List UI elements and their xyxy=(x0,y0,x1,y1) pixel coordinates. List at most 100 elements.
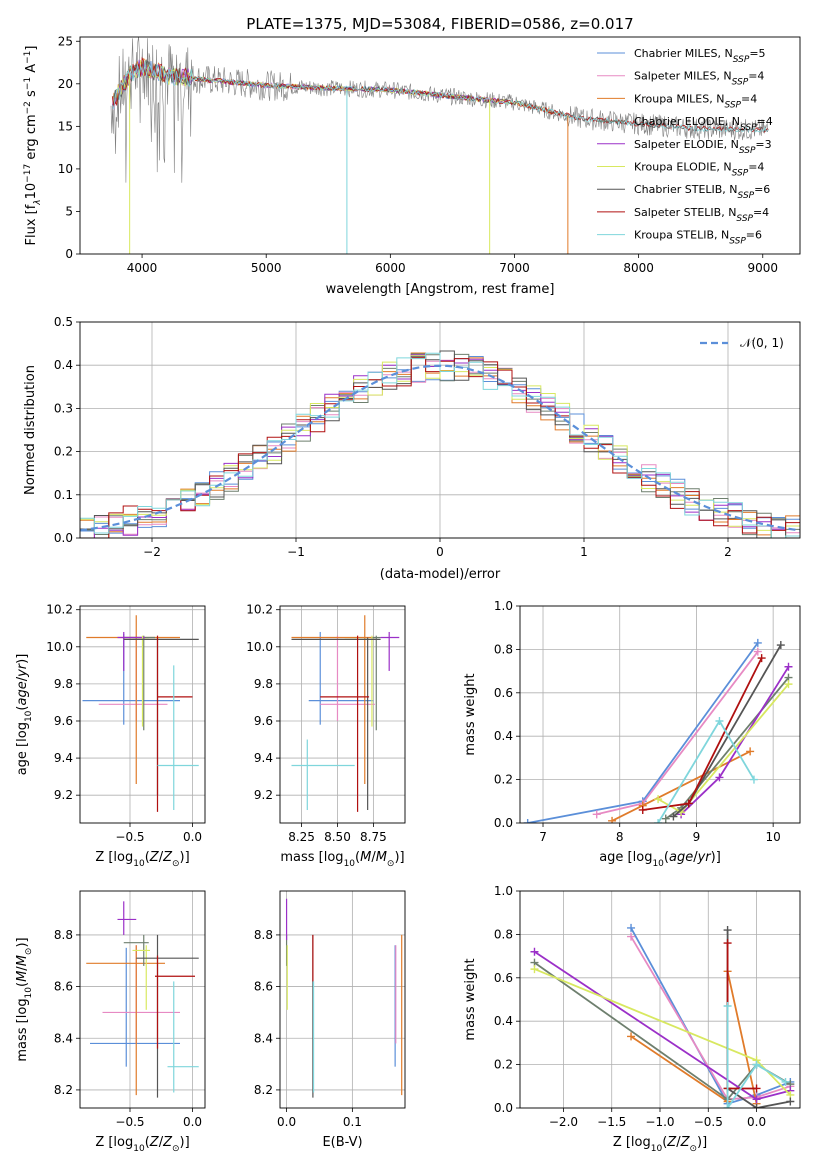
weight-series-point xyxy=(627,923,636,932)
weightZ-xlabel-part: )] xyxy=(697,1135,707,1150)
spectrum-ylabel-part: −1 xyxy=(23,51,33,64)
spectrum-ytick-label: 25 xyxy=(58,34,73,48)
weight-series-point xyxy=(784,680,793,689)
spectrum-ytick-label: 5 xyxy=(65,204,73,218)
ageMass-xlabel-part: ⊙ xyxy=(387,859,395,869)
weight-vs-Z-ytick-label: 0.8 xyxy=(494,927,513,941)
ageZ-ylabel: age [log10(age/yr)] xyxy=(15,654,34,776)
residuals-ylabel: Normed distribution xyxy=(23,365,38,495)
ageZ-ylabel-part: age [log xyxy=(15,722,30,775)
residuals-ytick-label: 0.0 xyxy=(54,531,73,545)
residuals-ytick-label: 0.4 xyxy=(54,358,73,372)
mass-vs-Z-frame xyxy=(79,890,206,1109)
weight-series-point xyxy=(627,1032,636,1041)
age-vs-Z-xtick-label: 0.0 xyxy=(183,830,202,844)
spectrum-ytick-label: 10 xyxy=(58,162,73,176)
legend-entry-text: Chabrier ELODIE, N xyxy=(634,115,740,128)
weight-series-point xyxy=(715,717,724,726)
ageZ-xlabel: Z [log10(Z/Z⊙)] xyxy=(95,850,189,869)
massZ-ylabel: mass [log10(M/M⊙)] xyxy=(15,937,34,1061)
spectrum-xtick-label: 5000 xyxy=(251,261,282,275)
mass-vs-ebv-ytick-label: 8.6 xyxy=(254,980,273,994)
weightZ-xlabel-part: / xyxy=(676,1135,681,1150)
spectrum-xtick-label: 6000 xyxy=(375,261,406,275)
ageZ-ylabel-part: / xyxy=(15,676,30,681)
residuals-xlabel: (data-model)/error xyxy=(380,567,501,582)
legend-entry-sub: SSP xyxy=(738,191,755,201)
legend-entry-sub: SSP xyxy=(739,146,756,156)
weight-series-point xyxy=(752,1104,761,1108)
massZ-xlabel: Z [log10(Z/Z⊙)] xyxy=(95,1135,189,1154)
weight-vs-Z-xtick-label: −0.5 xyxy=(694,1115,723,1129)
age-vs-mass-frame xyxy=(279,605,406,824)
mass-vs-ebv-ytick-label: 8.8 xyxy=(254,928,273,942)
weight-series-line xyxy=(726,1006,786,1108)
massZ-xlabel-part: Z xyxy=(149,1135,160,1150)
weight-vs-Z-lines xyxy=(530,923,795,1108)
weight-vs-age-ytick-label: 0.8 xyxy=(494,642,513,656)
legend-entry-text: Chabrier STELIB, N xyxy=(634,183,738,196)
ageZ-xlabel-part: )] xyxy=(180,850,190,865)
weightZ-xlabel-part: Z xyxy=(680,1135,691,1150)
residuals-xtick-label: −1 xyxy=(287,545,305,559)
legend-entry-sub: SSP xyxy=(732,78,749,88)
age-vs-mass-ytick-label: 9.6 xyxy=(254,714,273,728)
weightZ-xlabel-part: ( xyxy=(662,1135,667,1150)
mass-vs-ebv-axes: 0.0 0.1 8.2 8.4 8.6 8.8 xyxy=(254,891,405,1129)
massZ-xlabel-part: Z xyxy=(162,1135,173,1150)
mass-vs-ebv-frame xyxy=(279,890,406,1109)
legend-entry-n: =4 xyxy=(748,161,764,174)
legend-entry-text: Kroupa MILES, N xyxy=(634,92,724,105)
weight-series-point xyxy=(757,654,766,663)
weightAge-xlabel: age [log10(age/yr)] xyxy=(599,850,721,869)
spectrum-ylabel-part: −1 xyxy=(23,77,33,90)
weightZ-xlabel-part: Z xyxy=(666,1135,677,1150)
mass-vs-Z-xtick-label: −0.5 xyxy=(115,1115,144,1129)
age-vs-Z-ytick-label: 9.8 xyxy=(54,677,73,691)
age-vs-mass-ytick-label: 9.8 xyxy=(254,677,273,691)
ageZ-xlabel-part: 10 xyxy=(133,859,145,869)
weight-vs-Z-xtick-label: −1.5 xyxy=(597,1115,626,1129)
legend-entry: Kroupa STELIB, NSSP=6 xyxy=(634,229,762,247)
mass-vs-ebv-errorbars xyxy=(285,898,403,1098)
massZ-ylabel-part: mass [log xyxy=(15,998,30,1061)
massZ-ylabel-part: / xyxy=(15,966,30,971)
spectrum-frame xyxy=(79,36,801,255)
mass-vs-Z-ytick-label: 8.6 xyxy=(54,980,73,994)
weightAge-xlabel-part: / xyxy=(693,850,698,865)
legend-entry: Salpeter MILES, NSSP=4 xyxy=(634,70,764,88)
legend-entry-sub: SSP xyxy=(729,237,746,247)
weight-series-point xyxy=(749,775,758,784)
legend-entry-sub: SSP xyxy=(736,214,753,224)
legend-entry-n: =4 xyxy=(757,115,773,128)
legend-entry-n: =3 xyxy=(755,138,771,151)
ageMass-xlabel-part: M xyxy=(360,850,371,865)
weight-series-point xyxy=(781,1077,790,1086)
weight-series-point xyxy=(752,1060,761,1069)
age-vs-Z-ytick-label: 10.2 xyxy=(46,603,73,617)
spectrum-model-line xyxy=(111,60,768,134)
weight-series-point xyxy=(523,819,532,823)
weight-vs-Z-xtick-label: 0.0 xyxy=(747,1115,766,1129)
ageMass-xlabel-part: M xyxy=(376,850,387,865)
weight-series-point xyxy=(776,641,785,650)
spectrum-ytick-label: 15 xyxy=(58,119,73,133)
weight-vs-age-xtick-label: 10 xyxy=(766,830,781,844)
weight-vs-age-ytick-label: 0.4 xyxy=(494,729,513,743)
ageMass-xlabel-part: )] xyxy=(394,850,404,865)
residuals-ytick-label: 0.5 xyxy=(54,315,73,329)
residuals-ytick-label: 0.3 xyxy=(54,401,73,415)
age-vs-mass-errorbars xyxy=(291,615,400,812)
weight-series-point xyxy=(530,965,539,974)
legend-label-normal: 𝒩(0, 1) xyxy=(740,336,784,350)
legend-entry-n: =5 xyxy=(749,47,765,60)
spectrum-xtick-label: 8000 xyxy=(623,261,654,275)
weight-vs-Z-ytick-label: 0.4 xyxy=(494,1014,513,1028)
massZ-xlabel-part: / xyxy=(159,1135,164,1150)
weight-vs-Z-ytick-label: 0.2 xyxy=(494,1058,513,1072)
legend-entry-text: Salpeter ELODIE, N xyxy=(634,138,739,151)
ageMass-xlabel: mass [log10(M/M⊙)] xyxy=(280,850,404,869)
residuals-ytick-label: 0.1 xyxy=(54,488,73,502)
weightAge-xlabel-part: )] xyxy=(711,850,721,865)
weight-vs-Z-ytick-label: 0.0 xyxy=(494,1101,513,1115)
